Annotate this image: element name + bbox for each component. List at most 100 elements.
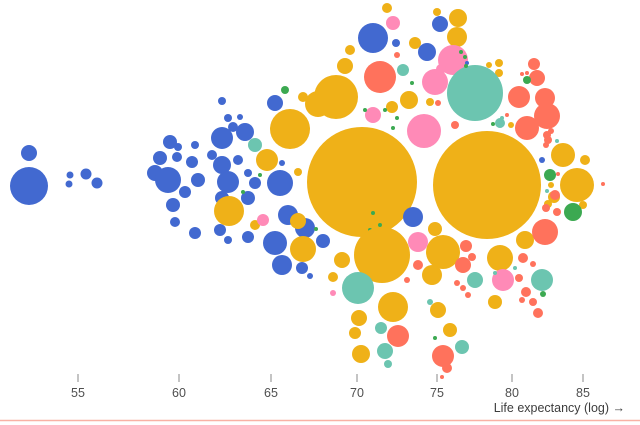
bubble[interactable] [354, 227, 410, 283]
bubble[interactable] [191, 173, 205, 187]
bubble[interactable] [521, 287, 531, 297]
bubble[interactable] [400, 91, 418, 109]
bubble[interactable] [191, 141, 199, 149]
bubble[interactable] [375, 322, 387, 334]
bubble[interactable] [493, 271, 497, 275]
bubble[interactable] [530, 261, 536, 267]
bubble[interactable] [237, 114, 243, 120]
bubble[interactable] [430, 302, 446, 318]
bubble[interactable] [382, 3, 392, 13]
bubble[interactable] [500, 116, 504, 120]
bubble[interactable] [213, 156, 231, 174]
bubble[interactable] [394, 52, 400, 58]
bubble[interactable] [65, 180, 73, 188]
bubble[interactable] [531, 269, 553, 291]
bubble[interactable] [307, 273, 313, 279]
bubble[interactable] [224, 114, 232, 122]
bubble[interactable] [258, 173, 262, 177]
bubble[interactable] [174, 143, 182, 151]
bubble[interactable] [542, 204, 550, 212]
bubble[interactable] [153, 151, 167, 165]
bubble[interactable] [352, 345, 370, 363]
bubble[interactable] [386, 101, 398, 113]
bubble[interactable] [281, 86, 289, 94]
bubble[interactable] [454, 280, 460, 286]
bubble[interactable] [460, 285, 466, 291]
bubble[interactable] [377, 343, 393, 359]
bubble[interactable] [495, 69, 503, 77]
bubble[interactable] [270, 109, 310, 149]
bubble[interactable] [601, 182, 605, 186]
bubble[interactable] [532, 219, 558, 245]
bubble[interactable] [528, 58, 540, 70]
bubble[interactable] [387, 325, 409, 347]
bubble[interactable] [21, 145, 37, 161]
bubble[interactable] [515, 274, 523, 282]
bubble[interactable] [378, 292, 408, 322]
bubble[interactable] [363, 108, 367, 112]
bubble[interactable] [564, 203, 582, 221]
bubble[interactable] [371, 211, 375, 215]
bubble[interactable] [560, 168, 594, 202]
bubble[interactable] [242, 231, 254, 243]
bubble[interactable] [428, 222, 442, 236]
bubble[interactable] [544, 169, 556, 181]
bubble[interactable] [334, 252, 350, 268]
bubble[interactable] [217, 171, 239, 193]
bubble[interactable] [66, 171, 74, 179]
bubble[interactable] [250, 220, 260, 230]
bubble[interactable] [383, 108, 387, 112]
bubble[interactable] [508, 122, 514, 128]
bubble[interactable] [550, 190, 560, 200]
bubble[interactable] [518, 253, 528, 263]
bubble[interactable] [163, 135, 177, 149]
bubble[interactable] [529, 298, 537, 306]
bubble[interactable] [80, 168, 92, 180]
bubble[interactable] [449, 9, 467, 27]
bubble[interactable] [418, 43, 436, 61]
bubble[interactable] [279, 160, 285, 166]
bubble[interactable] [463, 55, 467, 59]
bubble[interactable] [579, 201, 587, 209]
bubble[interactable] [467, 272, 483, 288]
bubble[interactable] [294, 168, 302, 176]
bubble[interactable] [314, 75, 358, 119]
bubble[interactable] [426, 235, 460, 269]
bubble[interactable] [267, 170, 293, 196]
bubble[interactable] [548, 182, 554, 188]
bubble[interactable] [218, 97, 226, 105]
bubble[interactable] [296, 262, 308, 274]
bubble[interactable] [179, 186, 191, 198]
bubble[interactable] [233, 155, 243, 165]
bubble[interactable] [365, 107, 381, 123]
bubble[interactable] [256, 149, 278, 171]
bubble[interactable] [427, 299, 433, 305]
bubble[interactable] [455, 257, 471, 273]
bubble[interactable] [386, 16, 400, 30]
bubble[interactable] [384, 360, 392, 368]
bubble[interactable] [433, 131, 541, 239]
bubble[interactable] [426, 98, 434, 106]
bubble[interactable] [351, 310, 367, 326]
bubble[interactable] [442, 363, 452, 373]
bubble[interactable] [395, 116, 399, 120]
bubble[interactable] [404, 277, 410, 283]
bubble[interactable] [214, 224, 226, 236]
bubble[interactable] [529, 70, 545, 86]
bubble[interactable] [358, 23, 388, 53]
bubble[interactable] [328, 272, 338, 282]
bubble[interactable] [460, 240, 472, 252]
bubble[interactable] [432, 16, 448, 32]
bubble[interactable] [337, 58, 353, 74]
bubble[interactable] [244, 169, 252, 177]
bubble[interactable] [166, 198, 180, 212]
bubble[interactable] [263, 231, 287, 255]
bubble[interactable] [422, 69, 448, 95]
bubble[interactable] [486, 62, 492, 68]
bubble[interactable] [170, 217, 180, 227]
bubble[interactable] [403, 207, 423, 227]
bubble[interactable] [410, 81, 414, 85]
bubble[interactable] [397, 64, 409, 76]
bubble[interactable] [433, 8, 441, 16]
bubble[interactable] [272, 255, 292, 275]
